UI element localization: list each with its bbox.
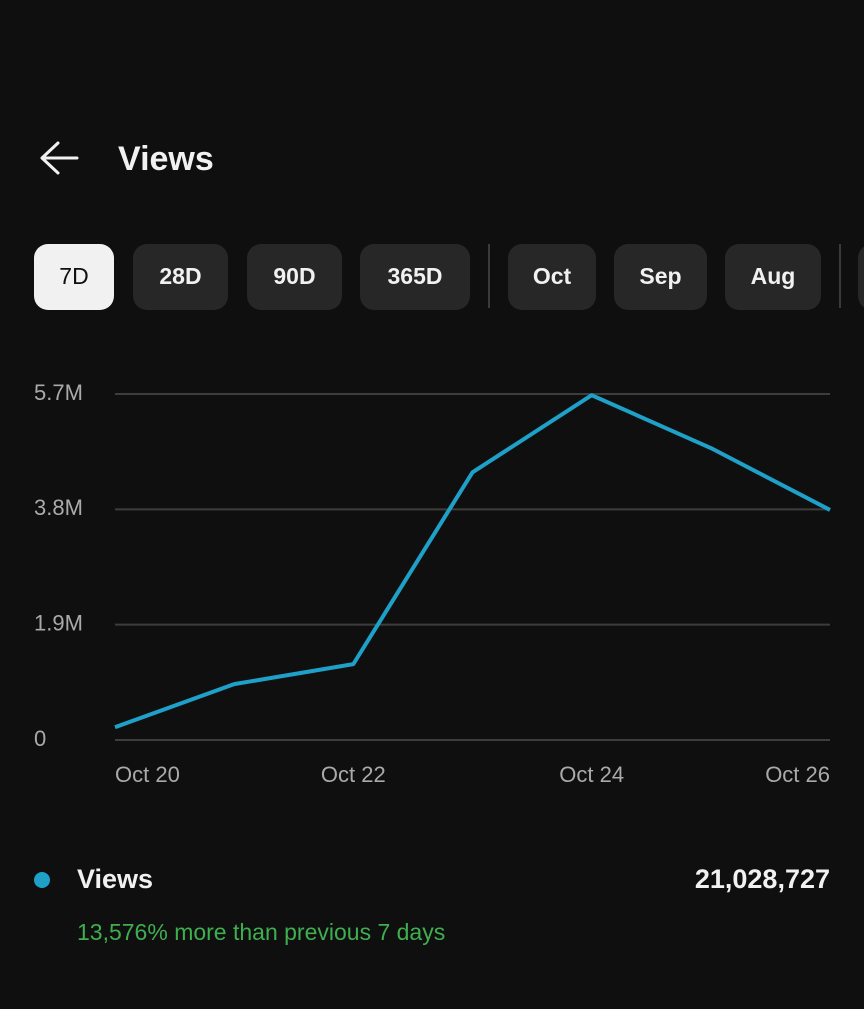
tab[interactable]	[725, 244, 821, 310]
y-tick-label: 0	[34, 726, 46, 751]
x-tick-label: Oct 24	[559, 762, 624, 787]
tab-label[interactable]: Aug	[751, 263, 796, 289]
tab[interactable]	[508, 244, 596, 310]
tab-label[interactable]: Sep	[639, 263, 681, 289]
tab[interactable]	[133, 244, 228, 310]
tab-label[interactable]: 28D	[159, 263, 201, 289]
tab[interactable]	[34, 244, 114, 310]
y-tick-label: 1.9M	[34, 610, 83, 635]
total-value: 21,028,727	[695, 864, 830, 894]
legend-dot	[34, 872, 50, 888]
tab-partial[interactable]	[858, 244, 864, 310]
back-arrow[interactable]	[40, 141, 79, 175]
tab-label[interactable]: 90D	[273, 263, 315, 289]
tab-label[interactable]: 7D	[59, 263, 88, 289]
x-tick-label: Oct 22	[321, 762, 386, 787]
tab-label[interactable]: Oct	[533, 263, 572, 289]
back-button[interactable]	[40, 141, 79, 175]
tab[interactable]	[614, 244, 707, 310]
change-text: 13,576% more than previous 7 days	[77, 919, 445, 945]
tab[interactable]	[360, 244, 470, 310]
y-tick-label: 5.7M	[34, 380, 83, 405]
page-title: Views	[118, 140, 214, 178]
x-tick-label: Oct 20	[115, 762, 180, 787]
line	[114, 393, 831, 730]
y-tick-label: 3.8M	[34, 495, 83, 520]
tab-label[interactable]: 365D	[388, 263, 443, 289]
tab[interactable]	[247, 244, 342, 310]
legend-label: Views	[77, 864, 153, 894]
x-tick-label: Oct 26	[765, 762, 830, 787]
